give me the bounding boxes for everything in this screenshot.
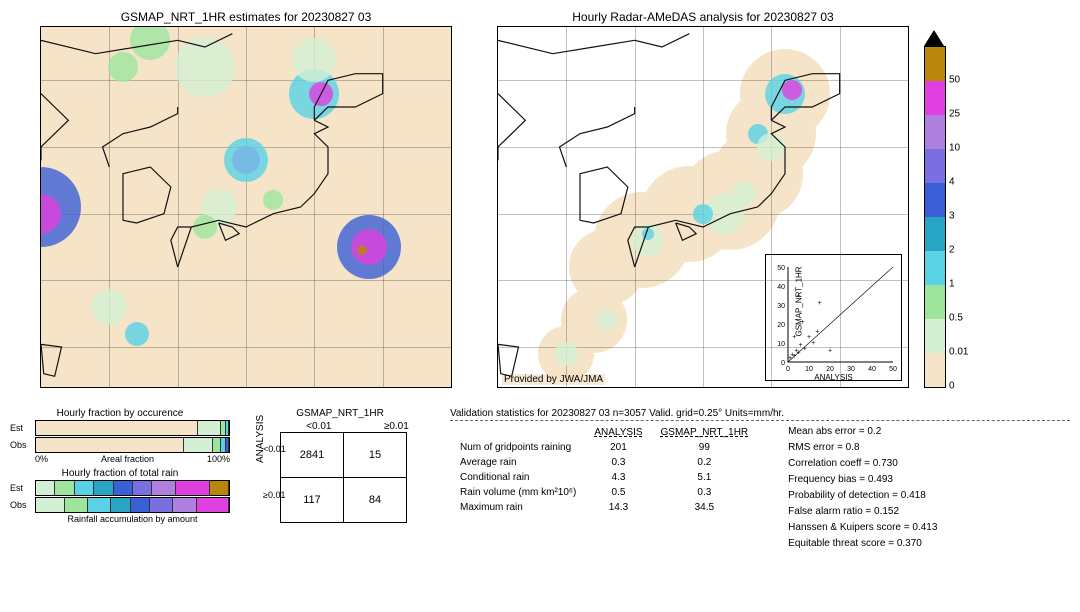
svg-text:0: 0 — [781, 360, 785, 367]
svg-text:50: 50 — [777, 265, 785, 272]
stats-title: Validation statistics for 20230827 03 n=… — [450, 408, 1070, 421]
stat-metric: Correlation coeff = 0.730 — [788, 456, 937, 472]
svg-text:0: 0 — [786, 366, 790, 373]
cont-cell-10: 117 — [281, 478, 344, 523]
svg-text:20: 20 — [826, 366, 834, 373]
svg-text:+: + — [801, 319, 805, 326]
svg-text:+: + — [792, 334, 796, 341]
stats-metrics: Mean abs error = 0.2RMS error = 0.8Corre… — [788, 424, 937, 552]
stat-row-label: Maximum rain — [452, 501, 584, 514]
cont-cell-01: 15 — [344, 433, 407, 478]
svg-text:+: + — [815, 329, 819, 336]
stats-col1: ANALYSIS — [586, 426, 650, 439]
cont-cell-11: 84 — [344, 478, 407, 523]
svg-text:30: 30 — [847, 366, 855, 373]
stats-left-col: ANALYSIS GSMAP_NRT_1HR Num of gridpoints… — [450, 424, 758, 552]
stat-row-label: Num of gridpoints raining — [452, 441, 584, 454]
totalrain-est-bar — [35, 480, 230, 496]
left-map-title: GSMAP_NRT_1HR estimates for 20230827 03 — [40, 10, 452, 24]
svg-text:10: 10 — [805, 366, 813, 373]
cont-row-ge: ≥0.01 — [263, 490, 285, 500]
stat-row-b: 99 — [653, 441, 757, 454]
main-map-row: GSMAP_NRT_1HR estimates for 20230827 03 … — [10, 10, 1070, 400]
stat-row-b: 0.2 — [653, 456, 757, 469]
svg-text:40: 40 — [777, 284, 785, 291]
svg-text:40: 40 — [868, 366, 876, 373]
cont-col-lt: <0.01 — [306, 421, 331, 432]
totalrain-obs-row: Obs — [10, 497, 230, 513]
provider-label: Provided by JWA/JMA — [502, 374, 605, 385]
occurrence-title: Hourly fraction by occurence — [10, 408, 230, 419]
colorbar-panel: 00.010.51234102550 — [919, 30, 969, 390]
contingency-table: 2841 15 117 84 — [280, 432, 407, 523]
totalrain-obs-bar — [35, 497, 230, 513]
scatter-inset: GSMAP_NRT_1HR ANALYSIS 00101020203030404… — [765, 254, 902, 381]
obs-label: Obs — [10, 440, 35, 450]
svg-text:20: 20 — [777, 322, 785, 329]
stat-metric: Mean abs error = 0.2 — [788, 424, 937, 440]
est-label-2: Est — [10, 483, 35, 493]
cont-col-ge: ≥0.01 — [384, 421, 409, 432]
obs-label-2: Obs — [10, 500, 35, 510]
svg-text:+: + — [796, 292, 800, 299]
right-map-title: Hourly Radar-AMeDAS analysis for 2023082… — [497, 10, 909, 24]
totalrain-axis: Rainfall accumulation by amount — [35, 514, 230, 524]
stat-row-b: 5.1 — [653, 471, 757, 484]
stat-metric: Equitable threat score = 0.370 — [788, 536, 937, 552]
stat-metric: Hanssen & Kuipers score = 0.413 — [788, 520, 937, 536]
stats-panel: Validation statistics for 20230827 03 n=… — [450, 408, 1070, 552]
right-map-panel: Hourly Radar-AMeDAS analysis for 2023082… — [497, 10, 909, 400]
stat-row-b: 34.5 — [653, 501, 757, 514]
totalrain-title: Hourly fraction of total rain — [10, 468, 230, 479]
colorbar-arrow-icon — [924, 30, 944, 46]
stats-col2: GSMAP_NRT_1HR — [653, 426, 757, 439]
occ-xlabel: Areal fraction — [101, 454, 154, 464]
tot-xlabel: Rainfall accumulation by amount — [67, 514, 197, 524]
stat-metric: Frequency bias = 0.493 — [788, 472, 937, 488]
stat-row-a: 4.3 — [586, 471, 650, 484]
stat-metric: Probability of detection = 0.418 — [788, 488, 937, 504]
stat-row-a: 14.3 — [586, 501, 650, 514]
stat-row-b: 0.3 — [653, 486, 757, 499]
svg-text:50: 50 — [889, 366, 897, 373]
svg-text:+: + — [828, 348, 832, 355]
cont-cell-00: 2841 — [281, 433, 344, 478]
stat-row-label: Average rain — [452, 456, 584, 469]
occurrence-est-bar — [35, 420, 230, 436]
occurrence-axis: 0% Areal fraction 100% — [35, 454, 230, 464]
fraction-panel: Hourly fraction by occurence Est Obs 0% … — [10, 408, 230, 552]
colorbar — [924, 46, 946, 388]
stat-row-label: Rain volume (mm km²10⁶) — [452, 486, 584, 499]
cont-row-lt: <0.01 — [263, 444, 286, 454]
svg-text:+: + — [817, 300, 821, 307]
est-label: Est — [10, 423, 35, 433]
svg-text:30: 30 — [777, 303, 785, 310]
stats-columns: ANALYSIS GSMAP_NRT_1HR Num of gridpoints… — [450, 424, 1070, 552]
svg-text:+: + — [796, 349, 800, 356]
occ-xmin: 0% — [35, 454, 48, 464]
contingency-col-headers: <0.01 ≥0.01 — [280, 421, 435, 432]
occurrence-obs-row: Obs — [10, 437, 230, 453]
contingency-ylabel: ANALYSIS — [255, 415, 266, 463]
totalrain-est-row: Est — [10, 480, 230, 496]
stat-metric: RMS error = 0.8 — [788, 440, 937, 456]
stat-row-a: 201 — [586, 441, 650, 454]
svg-text:+: + — [811, 340, 815, 347]
stat-row-label: Conditional rain — [452, 471, 584, 484]
left-map-panel: GSMAP_NRT_1HR estimates for 20230827 03 … — [40, 10, 452, 400]
stats-comparison-table: ANALYSIS GSMAP_NRT_1HR Num of gridpoints… — [450, 424, 758, 516]
occurrence-obs-bar — [35, 437, 230, 453]
stat-row-a: 0.5 — [586, 486, 650, 499]
stat-row-a: 0.3 — [586, 456, 650, 469]
right-map: Provided by JWA/JMA GSMAP_NRT_1HR ANALYS… — [497, 26, 909, 388]
occ-xmax: 100% — [207, 454, 230, 464]
bottom-row: Hourly fraction by occurence Est Obs 0% … — [10, 408, 1070, 552]
occurrence-est-row: Est — [10, 420, 230, 436]
contingency-panel: GSMAP_NRT_1HR <0.01 ≥0.01 ANALYSIS <0.01… — [245, 408, 435, 552]
contingency-title: GSMAP_NRT_1HR — [245, 408, 435, 419]
stat-metric: False alarm ratio = 0.152 — [788, 504, 937, 520]
left-map: 125°E130°E135°E140°E145°E25°N30°N35°N40°… — [40, 26, 452, 388]
